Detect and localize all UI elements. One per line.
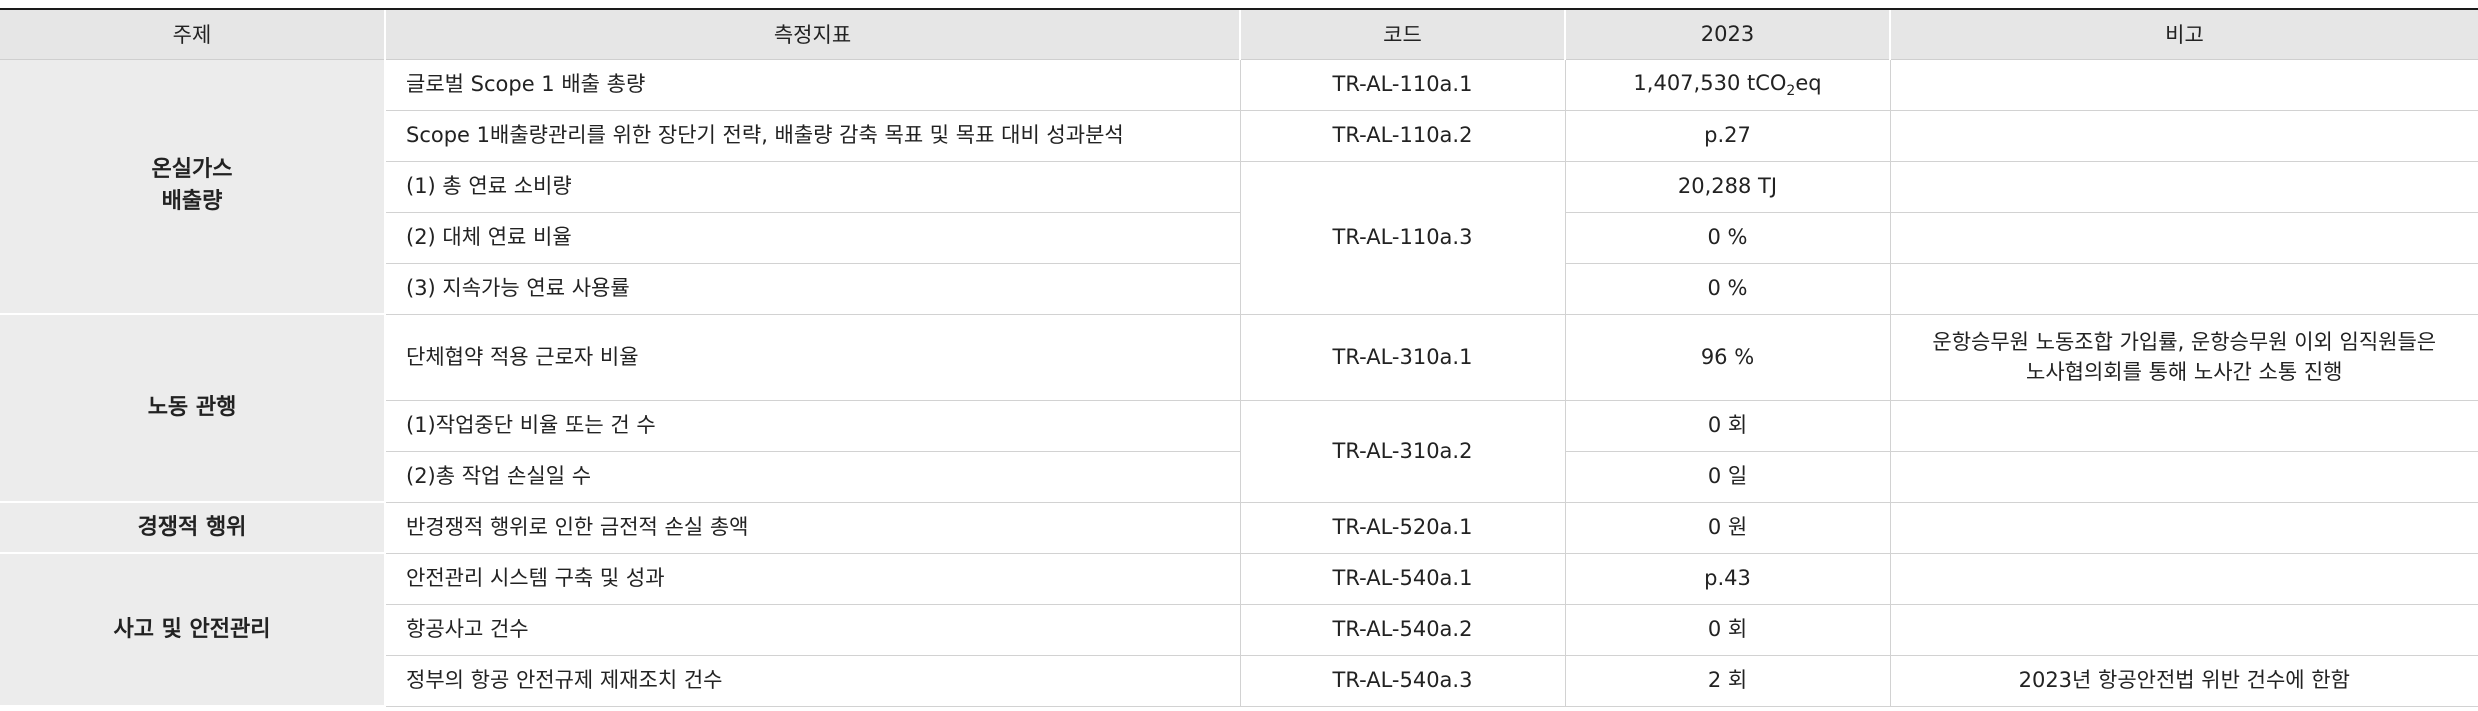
metric-cell: 단체협약 적용 근로자 비율	[384, 314, 1240, 401]
metric-cell: 항공사고 건수	[384, 604, 1240, 656]
note-cell: 운항승무원 노동조합 가입률, 운항승무원 이외 임직원들은 노사협의회를 통해…	[1889, 314, 2478, 401]
value-cell: 0 원	[1564, 502, 1890, 554]
value-cell: 20,288 TJ	[1564, 161, 1890, 213]
value-cell: 1,407,530 tCO2eq	[1564, 59, 1890, 111]
note-cell	[1889, 59, 2478, 111]
topic-cell-labor: 노동 관행	[0, 314, 386, 503]
code-cell: TR-AL-310a.2	[1239, 400, 1565, 503]
table-row: (2)총 작업 손실일 수 0 일	[0, 451, 2478, 503]
note-cell	[1889, 161, 2478, 213]
value-main: 1,407,530 tCO	[1633, 70, 1787, 95]
code-cell: TR-AL-110a.2	[1239, 110, 1565, 162]
note-cell	[1889, 110, 2478, 162]
code-cell: TR-AL-110a.3	[1239, 161, 1565, 315]
table-header-row: 주제 측정지표 코드 2023 비고	[0, 8, 2478, 60]
code-cell: TR-AL-310a.1	[1239, 314, 1565, 401]
value-cell: p.27	[1564, 110, 1890, 162]
note-cell	[1889, 502, 2478, 554]
topic-cell-competition: 경쟁적 행위	[0, 502, 386, 554]
table-row: (1)작업중단 비율 또는 건 수 TR-AL-310a.2 0 회	[0, 400, 2478, 503]
header-topic: 주제	[0, 8, 385, 60]
value-cell: 0 %	[1564, 212, 1890, 264]
metric-cell: (1)작업중단 비율 또는 건 수	[384, 400, 1240, 452]
sasb-index-table: 주제 측정지표 코드 2023 비고 온실가스 배출량 글로벌 Scope 1 …	[0, 8, 2478, 707]
value-subscript: 2	[1786, 82, 1796, 99]
value-tail: eq	[1795, 70, 1822, 95]
metric-cell: (3) 지속가능 연료 사용률	[384, 263, 1240, 315]
value-cell: 96 %	[1564, 314, 1890, 401]
note-cell	[1889, 400, 2478, 452]
note-cell	[1889, 604, 2478, 656]
code-cell: TR-AL-110a.1	[1239, 59, 1565, 111]
table-row: (1) 총 연료 소비량 TR-AL-110a.3 20,288 TJ	[0, 161, 2478, 315]
metric-cell: (1) 총 연료 소비량	[384, 161, 1240, 213]
table-row: 경쟁적 행위 반경쟁적 행위로 인한 금전적 손실 총액 TR-AL-520a.…	[0, 502, 2478, 554]
note-cell	[1889, 263, 2478, 315]
table-row: 노동 관행 단체협약 적용 근로자 비율 TR-AL-310a.1 96 % 운…	[0, 314, 2478, 503]
table-row: (2) 대체 연료 비율 0 %	[0, 212, 2478, 264]
value-cell: 0 회	[1564, 400, 1890, 452]
metric-cell: 글로벌 Scope 1 배출 총량	[384, 59, 1240, 111]
metric-cell: (2)총 작업 손실일 수	[384, 451, 1240, 503]
metric-cell: (2) 대체 연료 비율	[384, 212, 1240, 264]
metric-cell: 정부의 항공 안전규제 제재조치 건수	[384, 655, 1240, 707]
header-note: 비고	[1889, 8, 2478, 60]
code-cell: TR-AL-540a.3	[1239, 655, 1565, 707]
code-cell: TR-AL-520a.1	[1239, 502, 1565, 554]
value-cell: 2 회	[1564, 655, 1890, 707]
note-cell	[1889, 553, 2478, 605]
code-cell: TR-AL-540a.1	[1239, 553, 1565, 605]
topic-ghg-line2: 배출량	[161, 189, 223, 215]
metric-cell: Scope 1배출량관리를 위한 장단기 전략, 배출량 감축 목표 및 목표 …	[384, 110, 1240, 162]
table-row: Scope 1배출량관리를 위한 장단기 전략, 배출량 감축 목표 및 목표 …	[0, 110, 2478, 162]
note-cell	[1889, 451, 2478, 503]
header-metric: 측정지표	[384, 8, 1240, 60]
metric-cell: 반경쟁적 행위로 인한 금전적 손실 총액	[384, 502, 1240, 554]
table-row: 온실가스 배출량 글로벌 Scope 1 배출 총량 TR-AL-110a.1 …	[0, 59, 2478, 315]
note-cell	[1889, 212, 2478, 264]
value-cell: 0 %	[1564, 263, 1890, 315]
topic-cell-safety: 사고 및 안전관리	[0, 553, 386, 707]
topic-cell-ghg: 온실가스 배출량	[0, 59, 386, 315]
note-cell: 2023년 항공안전법 위반 건수에 한함	[1889, 655, 2478, 707]
header-year: 2023	[1564, 8, 1890, 60]
table-row: (3) 지속가능 연료 사용률 0 %	[0, 263, 2478, 315]
code-cell: TR-AL-540a.2	[1239, 604, 1565, 656]
metric-cell: 안전관리 시스템 구축 및 성과	[384, 553, 1240, 605]
value-cell: 0 일	[1564, 451, 1890, 503]
value-cell: p.43	[1564, 553, 1890, 605]
note-line1: 운항승무원 노동조합 가입률, 운항승무원 이외 임직원들은	[1932, 329, 2437, 354]
topic-ghg-line1: 온실가스	[151, 157, 233, 183]
table-row: 사고 및 안전관리 안전관리 시스템 구축 및 성과 TR-AL-540a.1 …	[0, 553, 2478, 707]
note-line2: 노사협의회를 통해 노사간 소통 진행	[2026, 360, 2343, 384]
value-cell: 0 회	[1564, 604, 1890, 656]
sasb-index-table-container: 주제 측정지표 코드 2023 비고 온실가스 배출량 글로벌 Scope 1 …	[0, 8, 2478, 707]
table-row: 정부의 항공 안전규제 제재조치 건수 TR-AL-540a.3 2 회 202…	[0, 655, 2478, 707]
header-code: 코드	[1239, 8, 1565, 60]
table-row: 항공사고 건수 TR-AL-540a.2 0 회	[0, 604, 2478, 656]
